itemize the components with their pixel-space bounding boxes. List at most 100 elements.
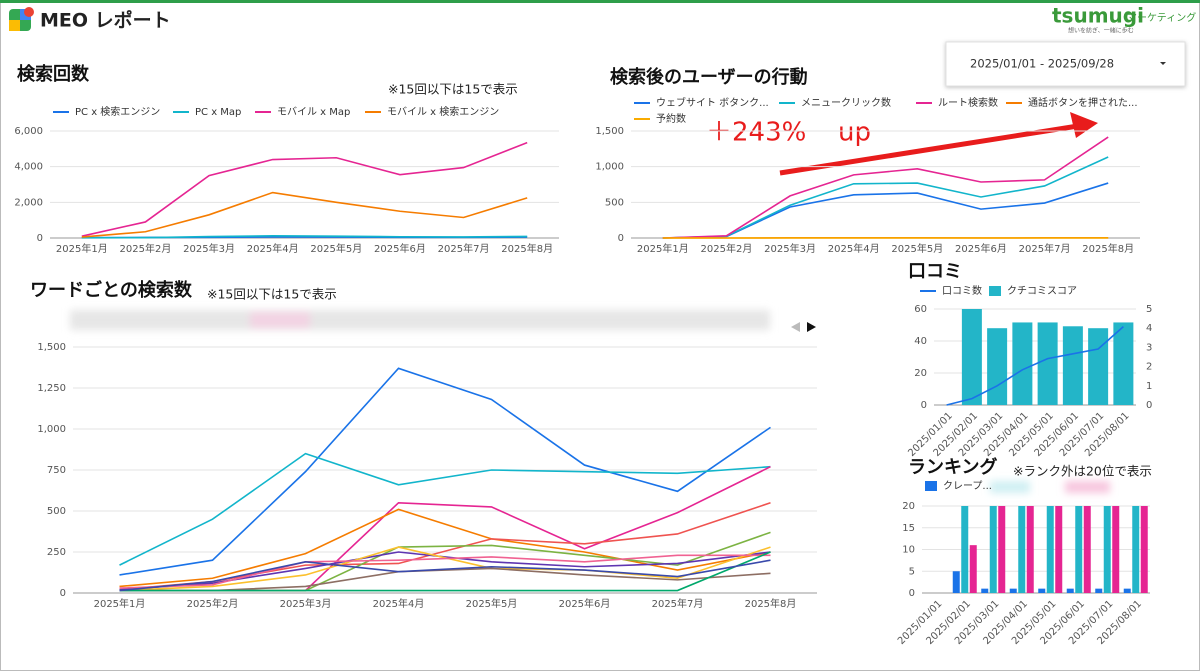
x-tick-label: 2025年7月 <box>438 242 490 255</box>
x-tick-label: 2025年6月 <box>955 242 1007 255</box>
y-tick-label: 250 <box>47 547 66 558</box>
chart-title: 検索後のユーザーの行動 <box>610 66 808 88</box>
legend-swatch <box>925 481 937 491</box>
y-tick-label: 1,000 <box>595 162 624 173</box>
bar <box>1037 322 1058 405</box>
x-tick-label: 2025年8月 <box>501 242 553 255</box>
y-tick-label: 500 <box>47 506 66 517</box>
y-tick-label: 500 <box>605 197 624 208</box>
y-tick-label: 60 <box>914 304 927 315</box>
bar <box>1062 326 1083 405</box>
series-line <box>946 326 1124 406</box>
series-line <box>119 452 771 566</box>
legend-label: PC x Map <box>195 107 241 118</box>
bar <box>1018 506 1026 593</box>
series-line <box>119 554 771 589</box>
legend-label: ルート検索数 <box>938 96 998 109</box>
tagline: 想いを紡ぎ、一緒に歩む <box>1068 27 1134 35</box>
x-tick-label: 2025年3月 <box>764 242 816 255</box>
x-tick-label: 2025年5月 <box>310 242 362 255</box>
x-tick-label: 2025年2月 <box>120 242 172 255</box>
y2-tick-label: 2 <box>1146 362 1152 373</box>
y-tick-label: 5 <box>909 566 915 577</box>
x-tick-label: 2025年5月 <box>466 597 518 610</box>
maps-icon <box>9 7 34 31</box>
x-tick-label: 2025年1月 <box>637 242 689 255</box>
page-next[interactable] <box>807 322 816 332</box>
y-tick-label: 0 <box>60 588 66 599</box>
bar <box>989 506 997 593</box>
series-line <box>119 508 771 588</box>
y-tick-label: 40 <box>914 336 927 347</box>
y-tick-label: 0 <box>37 233 43 244</box>
bar <box>1009 588 1017 593</box>
y-tick-label: 4,000 <box>14 162 43 173</box>
series-line <box>662 136 1109 239</box>
bar <box>998 506 1006 593</box>
bar <box>987 328 1008 405</box>
legend-swatch <box>989 286 1001 296</box>
bar <box>1075 506 1083 593</box>
y-tick-label: 0 <box>618 233 624 244</box>
y2-tick-label: 5 <box>1146 304 1152 315</box>
top-bar <box>0 0 1200 3</box>
x-tick-label: 2025年4月 <box>828 242 880 255</box>
y2-tick-label: 4 <box>1146 323 1152 334</box>
y-tick-label: 10 <box>902 545 915 556</box>
page-prev[interactable] <box>791 322 800 332</box>
annotation: ＋243% <box>706 118 806 148</box>
y-tick-label: 2,000 <box>14 197 43 208</box>
chart-title: 検索回数 <box>17 63 90 85</box>
x-tick-label: 2025年1月 <box>94 597 146 610</box>
y2-tick-label: 1 <box>1146 381 1152 392</box>
legend-label: メニュークリック数 <box>801 96 891 109</box>
series-line <box>119 367 771 576</box>
bar <box>961 309 982 405</box>
y-tick-label: 15 <box>902 523 915 534</box>
x-tick-label: 2025年4月 <box>247 242 299 255</box>
y-tick-label: 0 <box>909 588 915 599</box>
legend-label: 通話ボタンを押された... <box>1028 96 1138 109</box>
legend-label: 口コミ数 <box>942 284 982 297</box>
bar <box>1140 506 1148 593</box>
y-tick-label: 6,000 <box>14 126 43 137</box>
x-tick-label: 2025年2月 <box>701 242 753 255</box>
series-line <box>119 546 771 592</box>
series-line <box>81 191 528 238</box>
bar <box>969 545 977 593</box>
x-tick-label: 2025年7月 <box>652 597 704 610</box>
bar <box>1066 588 1074 593</box>
page-title: MEO レポート <box>40 9 171 32</box>
y-tick-label: 1,500 <box>595 126 624 137</box>
date-range[interactable]: 2025/01/01 - 2025/09/28 <box>970 57 1114 71</box>
bar <box>1113 322 1134 405</box>
bar <box>1112 506 1120 593</box>
bar <box>1012 322 1033 405</box>
chart-note: ※15回以下は15で表示 <box>388 82 518 97</box>
chart-title: ワードごとの検索数 <box>30 279 193 301</box>
bar <box>1046 506 1054 593</box>
y-tick-label: 750 <box>47 465 66 476</box>
x-tick-label: 2025年4月 <box>373 597 425 610</box>
x-tick-label: 2025年6月 <box>559 597 611 610</box>
bar <box>1026 506 1034 593</box>
bar <box>1123 588 1131 593</box>
blurred-legend <box>70 310 1110 493</box>
dropdown-arrow[interactable] <box>1160 62 1166 65</box>
date-box[interactable] <box>945 41 1186 87</box>
brand-sub: マーケティング <box>1127 11 1196 24</box>
bar <box>1095 588 1103 593</box>
bar <box>952 571 960 593</box>
y-tick-label: 1,500 <box>37 342 66 353</box>
date-picker[interactable]: 2025/01/01 - 2025/09/28 <box>945 41 1186 87</box>
x-tick-label: 2025年3月 <box>280 597 332 610</box>
x-tick-label: 2025年7月 <box>1019 242 1071 255</box>
chart-note: ※15回以下は15で表示 <box>207 287 337 302</box>
series-line <box>81 141 528 237</box>
legend-label: ウェブサイト ボタンク... <box>656 96 769 109</box>
bar <box>961 506 969 593</box>
annotation: up <box>838 118 871 148</box>
y-tick-label: 20 <box>902 501 915 512</box>
bar <box>1055 506 1063 593</box>
